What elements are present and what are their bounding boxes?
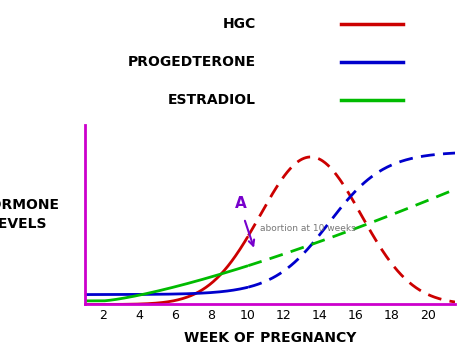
Text: abortion at 10 weeks: abortion at 10 weeks [260,225,356,234]
Text: ESTRADIOL: ESTRADIOL [168,93,256,107]
X-axis label: WEEK OF PREGNANCY: WEEK OF PREGNANCY [184,331,356,345]
Text: HGC: HGC [223,17,256,31]
Text: PROGEDTERONE: PROGEDTERONE [128,55,256,69]
Text: HORMONE
LEVELS: HORMONE LEVELS [0,198,59,231]
Text: A: A [235,196,247,211]
